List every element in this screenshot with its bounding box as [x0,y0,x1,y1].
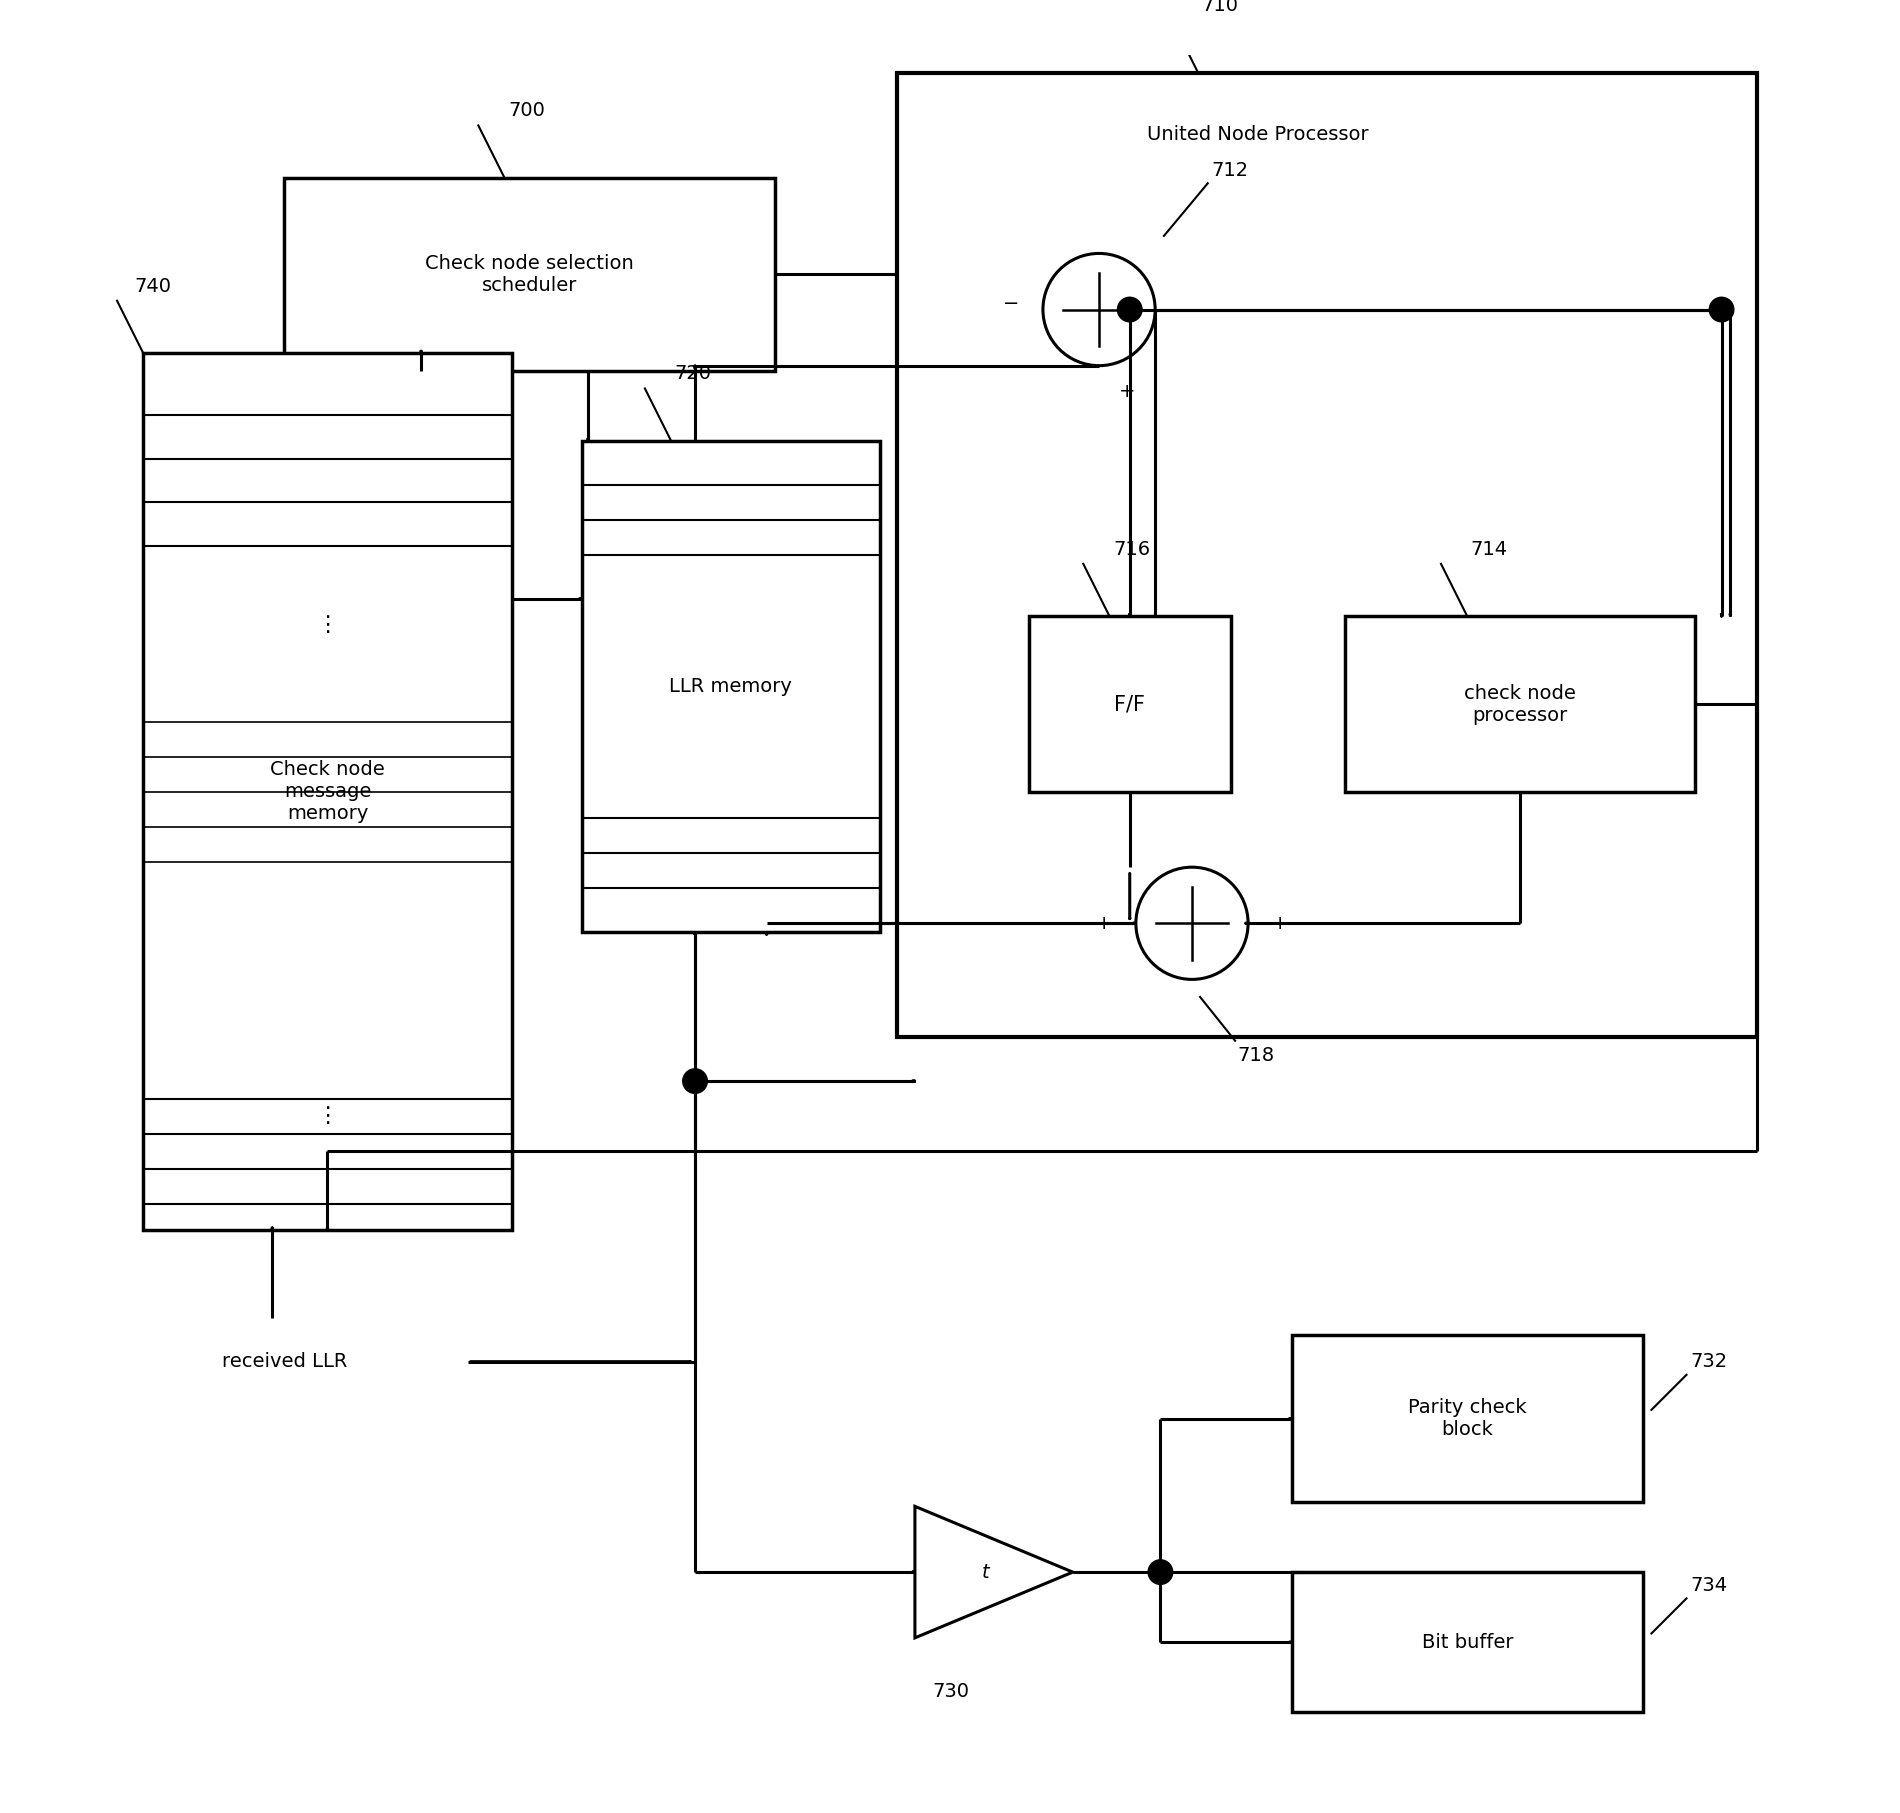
Text: 712: 712 [1212,161,1248,179]
Text: −: − [1003,294,1020,314]
Text: Parity check
block: Parity check block [1408,1398,1526,1440]
Text: t: t [980,1563,988,1581]
Text: 716: 716 [1113,540,1150,558]
Text: 732: 732 [1689,1352,1727,1371]
Bar [283,178,775,372]
Circle shape [682,1070,707,1093]
Bar [1292,1336,1644,1501]
Bar [897,73,1758,1037]
Circle shape [1148,1559,1172,1585]
Text: +: + [1271,914,1288,932]
Circle shape [1043,254,1155,366]
Text: 730: 730 [933,1682,969,1701]
Text: received LLR: received LLR [222,1352,348,1371]
Text: check node
processor: check node processor [1465,684,1575,725]
Text: ⋮: ⋮ [317,615,338,635]
Circle shape [1710,297,1735,323]
Text: Check node selection
scheduler: Check node selection scheduler [426,254,633,296]
Text: +: + [1096,914,1113,932]
Text: 710: 710 [1201,0,1239,15]
Text: United Node Processor: United Node Processor [1148,125,1370,145]
Text: 720: 720 [674,364,712,383]
Text: F/F: F/F [1113,694,1146,714]
Text: Check node
message
memory: Check node message memory [270,760,386,823]
Bar [1292,1572,1644,1713]
Circle shape [1136,867,1248,979]
Text: LLR memory: LLR memory [669,676,792,696]
Bar [142,354,511,1231]
Text: 740: 740 [135,277,171,296]
Circle shape [1117,297,1142,323]
Text: 714: 714 [1471,540,1509,558]
Text: 700: 700 [507,102,545,120]
Text: 734: 734 [1689,1575,1727,1595]
Bar [1030,616,1231,792]
Text: +: + [1119,383,1136,401]
Bar [581,441,880,932]
Text: 718: 718 [1237,1046,1275,1064]
Text: Bit buffer: Bit buffer [1421,1634,1512,1652]
Text: ⋮: ⋮ [317,1106,338,1126]
Bar [1345,616,1695,792]
